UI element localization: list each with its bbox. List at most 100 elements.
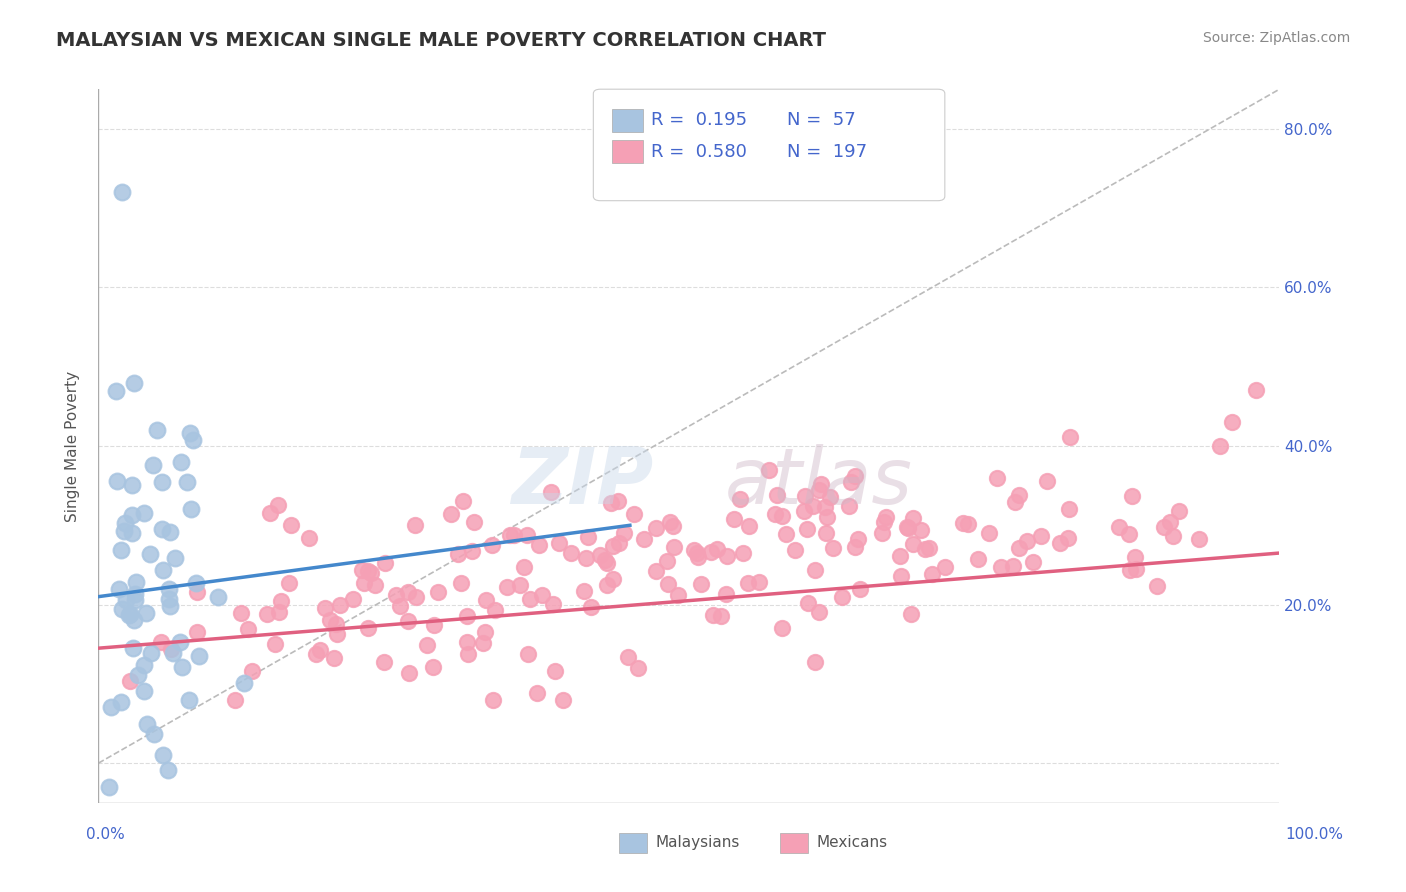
Point	[793, 489, 815, 503]
Point	[146, 423, 169, 437]
Point	[699, 545, 721, 559]
Point	[763, 508, 786, 522]
Point	[323, 651, 346, 665]
Point	[1209, 439, 1232, 453]
Point	[118, 674, 141, 689]
Point	[966, 551, 988, 566]
Point	[357, 564, 380, 578]
Point	[606, 493, 628, 508]
Point	[770, 509, 793, 524]
Text: ZIP: ZIP	[512, 443, 654, 520]
Point	[579, 599, 602, 614]
Point	[686, 546, 709, 560]
Point	[526, 686, 548, 700]
Point	[596, 556, 619, 570]
Point	[456, 634, 478, 648]
Point	[1220, 415, 1243, 429]
Point	[1159, 515, 1181, 529]
Point	[143, 727, 166, 741]
Point	[456, 609, 478, 624]
Point	[135, 716, 157, 731]
Point	[714, 587, 737, 601]
Point	[977, 526, 1000, 541]
Point	[1161, 529, 1184, 543]
Point	[548, 536, 571, 550]
Point	[152, 747, 174, 762]
Point	[132, 506, 155, 520]
Point	[482, 692, 505, 706]
Point	[270, 594, 292, 608]
Point	[121, 477, 143, 491]
Point	[118, 607, 141, 622]
Point	[910, 523, 932, 537]
Point	[1008, 488, 1031, 502]
Text: R =  0.580: R = 0.580	[651, 143, 747, 161]
Point	[589, 548, 612, 562]
Point	[814, 500, 837, 514]
Point	[575, 551, 598, 566]
Point	[446, 547, 468, 561]
Point	[737, 576, 759, 591]
Point	[496, 580, 519, 594]
Point	[1244, 384, 1267, 398]
Point	[775, 527, 797, 541]
Point	[513, 560, 536, 574]
Point	[416, 638, 439, 652]
Point	[122, 376, 145, 390]
Point	[613, 525, 636, 540]
Point	[1008, 541, 1031, 555]
Point	[1049, 535, 1071, 549]
Point	[873, 516, 896, 530]
Point	[264, 637, 287, 651]
Point	[105, 384, 128, 398]
Point	[127, 668, 149, 682]
Point	[921, 567, 943, 582]
Point	[267, 605, 290, 619]
Point	[357, 621, 380, 635]
Point	[723, 512, 745, 526]
Point	[1015, 534, 1038, 549]
Point	[422, 660, 444, 674]
Point	[364, 578, 387, 592]
Point	[398, 665, 420, 680]
Point	[105, 475, 128, 489]
Point	[396, 614, 419, 628]
Point	[135, 607, 157, 621]
Point	[118, 607, 141, 621]
Point	[121, 508, 143, 523]
Point	[599, 496, 621, 510]
Point	[541, 597, 564, 611]
Point	[517, 647, 540, 661]
Point	[804, 655, 827, 669]
Point	[508, 578, 530, 592]
Point	[142, 458, 165, 472]
Point	[1057, 502, 1080, 516]
Point	[838, 499, 860, 513]
Point	[325, 616, 347, 631]
Point	[849, 582, 872, 596]
Point	[233, 675, 256, 690]
Point	[846, 532, 869, 546]
Point	[475, 593, 498, 607]
Point	[170, 660, 193, 674]
Point	[111, 186, 134, 200]
Point	[839, 475, 862, 490]
Point	[897, 521, 920, 535]
Point	[808, 605, 831, 619]
Point	[758, 463, 780, 477]
Point	[111, 601, 134, 615]
Point	[709, 608, 731, 623]
Text: Source: ZipAtlas.com: Source: ZipAtlas.com	[1202, 31, 1350, 45]
Point	[731, 546, 754, 560]
Point	[1119, 563, 1142, 577]
Text: 0.0%: 0.0%	[86, 827, 125, 841]
Point	[100, 700, 122, 714]
Point	[728, 492, 751, 507]
Point	[783, 542, 806, 557]
Point	[152, 563, 174, 577]
Point	[748, 575, 770, 590]
Point	[405, 591, 427, 605]
Point	[240, 664, 263, 678]
Point	[519, 592, 541, 607]
Point	[352, 563, 374, 577]
